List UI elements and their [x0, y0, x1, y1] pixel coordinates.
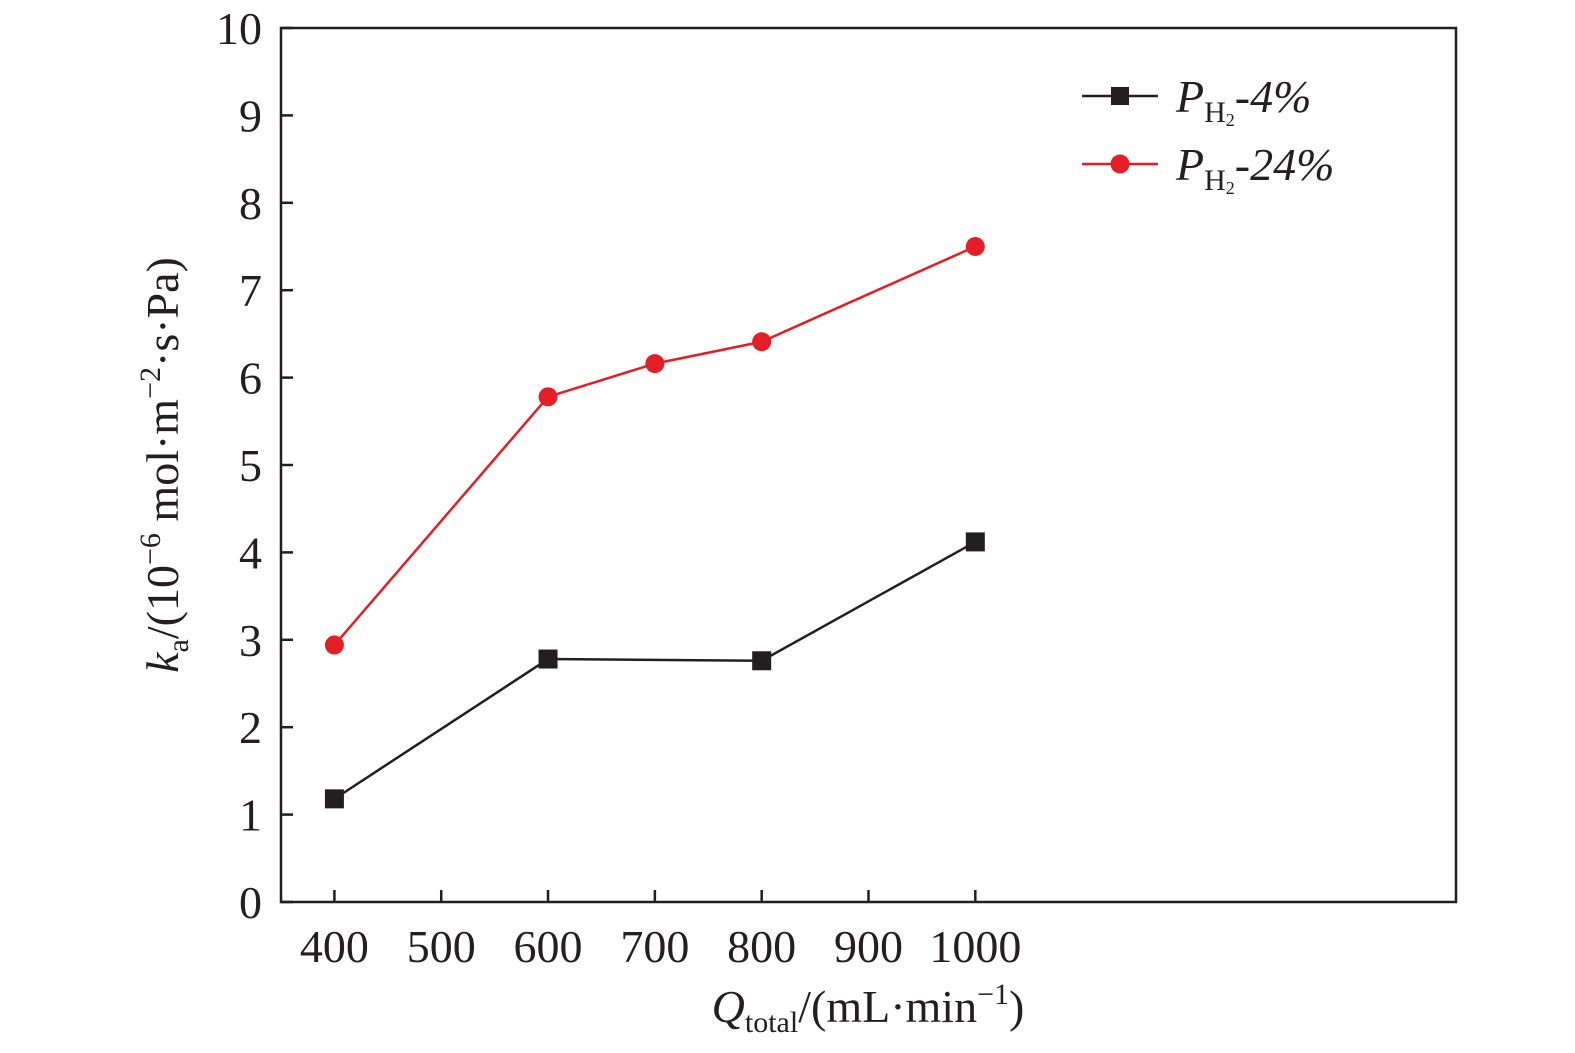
x-tick-label: 800 [727, 921, 796, 972]
y-axis-label: ka/(10−6 mol·m−2·s·Pa) [134, 257, 195, 673]
series-line-1 [333, 245, 976, 646]
x-axis-label: Qtotal/(mL·min−1) [712, 978, 1025, 1039]
y-tick-label: 3 [239, 615, 262, 666]
y-tick-label: 5 [239, 440, 262, 491]
x-tick-label: 900 [834, 921, 903, 972]
legend-entry-series-0: PH2-4% [1082, 71, 1311, 130]
y-tick-label: 7 [239, 265, 262, 316]
y-tick-label: 4 [239, 527, 262, 578]
data-point-series-1 [324, 635, 344, 655]
x-tick-label: 700 [620, 921, 689, 972]
y-tick-label: 0 [239, 877, 262, 928]
legend-marker-circle [1110, 154, 1130, 174]
y-tick-label: 8 [239, 178, 262, 229]
y-tick-label: 2 [239, 702, 262, 753]
x-tick-label: 600 [514, 921, 583, 972]
data-point-series-0 [965, 532, 985, 552]
y-tick-label: 9 [239, 90, 262, 141]
legend-label-series-1: PH2-24% [1175, 139, 1334, 198]
legend-entry-series-1: PH2-24% [1082, 139, 1334, 198]
axis-ticks: 400 500 600 700 800 900 1000 0 1 2 3 4 5 6 7 8 9 10 [216, 3, 1021, 972]
x-tick-label: 1000 [929, 921, 1021, 972]
data-point-series-0 [324, 789, 344, 809]
data-point-series-1 [752, 332, 772, 352]
series-markers [324, 237, 985, 809]
y-tick-label: 1 [239, 790, 262, 841]
data-point-series-0 [538, 649, 558, 669]
data-point-series-1 [645, 354, 665, 374]
x-tick-label: 400 [300, 921, 369, 972]
legend-label-series-0: PH2-4% [1175, 71, 1311, 130]
data-point-series-0 [752, 651, 772, 671]
y-tick-label: 10 [216, 3, 262, 54]
x-tick-label: 500 [407, 921, 476, 972]
legend: PH2-4% PH2-24% [1082, 71, 1334, 198]
legend-marker-square [1111, 87, 1129, 105]
y-tick-label: 6 [239, 353, 262, 404]
series-line-0 [333, 540, 976, 800]
data-point-series-1 [965, 237, 985, 256]
series-lines [333, 245, 976, 800]
data-point-series-1 [538, 387, 558, 407]
